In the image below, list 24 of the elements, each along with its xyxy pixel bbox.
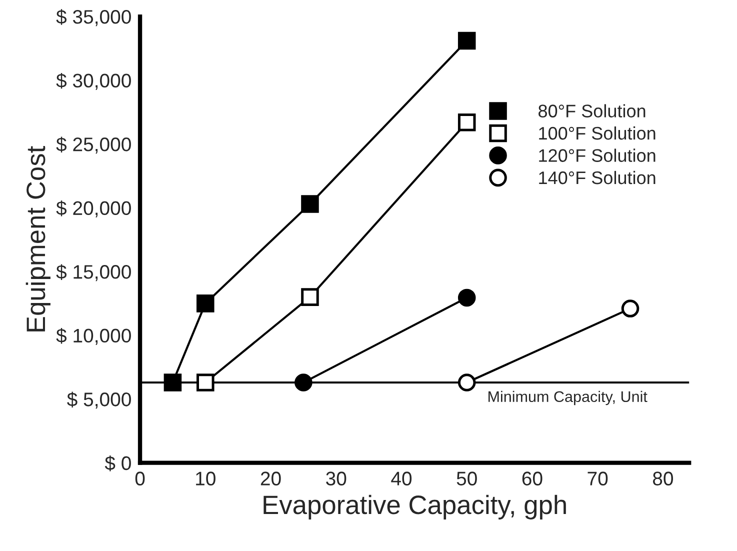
y-axis-title: Equipment Cost [26, 146, 50, 332]
y-tick-label: $ 30,000 [56, 72, 131, 90]
y-tick-label: $ 20,000 [56, 200, 131, 218]
x-tick-label: 0 [135, 472, 145, 486]
y-tick-label: $ 25,000 [56, 136, 131, 154]
x-axis-title: Evaporative Capacity, gph [264, 494, 566, 520]
x-tick-label: 60 [522, 472, 542, 486]
legend-label: 80°F Solution [538, 104, 646, 118]
legend-label: 120°F Solution [539, 148, 656, 162]
x-tick-label: 30 [326, 472, 346, 486]
y-tick-label: $ 0 [104, 455, 131, 472]
ref-line-label: Minimum Capacity, Unit [488, 390, 648, 406]
x-tick-label: 50 [456, 472, 477, 486]
y-tick-label: $ 5,000 [67, 392, 131, 409]
x-tick-label: 10 [196, 472, 216, 486]
legend-label: 140°F Solution [539, 170, 656, 184]
legend-label: 100°F Solution [539, 126, 656, 140]
y-tick-label: $ 15,000 [56, 264, 131, 282]
x-tick-label: 20 [260, 472, 281, 486]
x-tick-label: 70 [588, 472, 608, 486]
x-tick-label: 40 [391, 472, 412, 486]
y-tick-label: $ 35,000 [56, 9, 131, 26]
y-tick-label: $ 10,000 [56, 328, 131, 345]
x-tick-label: 80 [652, 472, 674, 486]
